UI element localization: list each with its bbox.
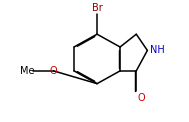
Text: NH: NH	[150, 45, 165, 55]
Text: O: O	[138, 93, 146, 103]
Text: O: O	[50, 66, 57, 76]
Text: Me: Me	[20, 66, 35, 76]
Text: Br: Br	[92, 3, 102, 13]
